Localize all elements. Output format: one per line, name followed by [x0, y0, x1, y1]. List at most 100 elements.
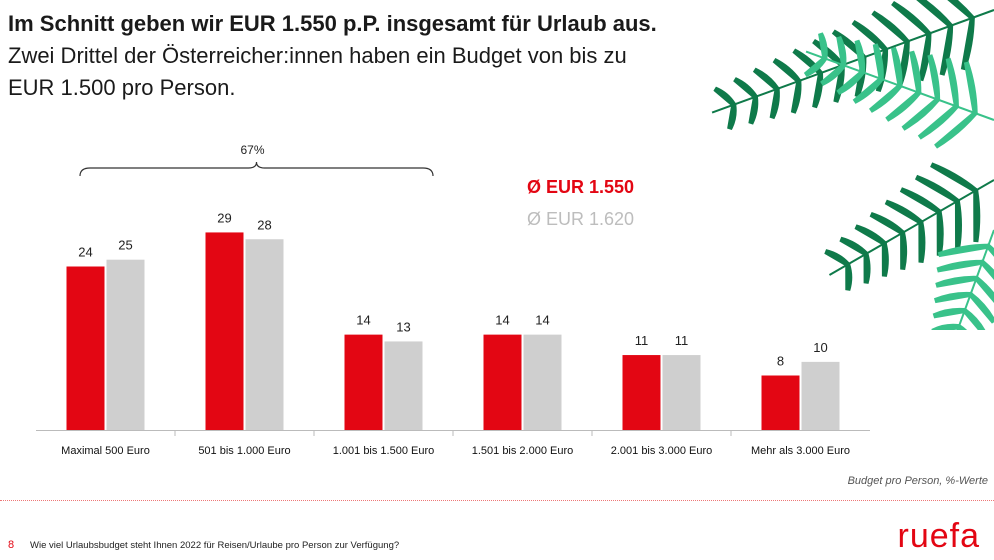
data-label: 8: [777, 354, 784, 369]
palm-frond-1-leaflet: [790, 78, 802, 114]
bar-series-2: [106, 259, 145, 430]
data-label: 11: [675, 333, 689, 348]
bracket: [79, 161, 434, 177]
bar-series-1: [622, 355, 661, 430]
palm-frond-4-leaflet: [979, 259, 994, 280]
category-label: 501 bis 1.000 Euro: [198, 445, 290, 457]
palm-frond-3-leaflet: [918, 219, 926, 264]
palm-frond-1-leaflet: [947, 0, 975, 21]
palm-frond-2-leaflet: [885, 90, 922, 122]
palm-frond-3-leaflet: [884, 199, 924, 225]
palm-frond-4-leaflet: [931, 323, 962, 330]
bar-series-2: [384, 341, 423, 430]
palm-frond-1-leaflet: [851, 20, 889, 52]
palm-frond-3-leaflet: [863, 251, 871, 284]
palm-frond-1-leaflet: [939, 23, 954, 76]
palm-frond-3-leaflet: [854, 224, 887, 246]
category-label: 1.001 bis 1.500 Euro: [333, 445, 435, 457]
palm-frond-1-leaflet: [871, 10, 910, 45]
palm-frond-1-leaflet: [769, 86, 780, 120]
palm-frond-4-leaflet: [936, 259, 985, 273]
palm-frond-2-leaflet: [945, 57, 959, 109]
palm-frond-3-leaflet: [914, 174, 960, 204]
palm-frond-3-leaflet: [930, 162, 979, 194]
bar-series-2: [245, 239, 284, 430]
palm-frond-4-leaflet: [933, 291, 974, 304]
palm-frond-3-leaflet: [839, 236, 869, 257]
palm-frond-4-leaflet: [962, 308, 986, 330]
palm-frond-3-leaflet: [869, 211, 906, 236]
palm-leaves-decoration: [711, 0, 994, 330]
palm-frond-2-leaflet: [917, 103, 959, 140]
bar-series-1: [344, 334, 383, 430]
palm-frond-2-leaflet: [836, 69, 865, 95]
headline-rest: Zwei Drittel der Österreicher:innen habe…: [8, 43, 627, 100]
bracket-label: 67%: [240, 143, 264, 157]
data-label: 11: [635, 333, 649, 348]
palm-frond-2-leaflet: [803, 55, 828, 78]
data-label: 13: [396, 319, 410, 334]
data-label: 14: [495, 313, 509, 328]
bar-series-2: [801, 361, 840, 430]
palm-frond-1-leaflet: [713, 86, 737, 108]
palm-frond-1-leaflet: [960, 15, 975, 71]
legend-entry-2: Ø EUR 1.620: [527, 209, 634, 229]
palm-frond-1-leaflet: [833, 62, 845, 103]
palm-frond-4-leaflet: [973, 275, 994, 304]
data-label: 14: [535, 313, 549, 328]
palm-frond-1-leaflet: [772, 58, 802, 84]
palm-frond-4-leaflet: [932, 307, 968, 319]
palm-frond-2-leaflet: [852, 76, 884, 104]
bar-series-1: [66, 266, 105, 430]
headline-bold: Im Schnitt geben wir EUR 1.550 p.P. insg…: [8, 11, 657, 36]
palm-frond-1-leaflet: [812, 39, 845, 68]
bar-series-2: [662, 355, 701, 430]
palm-frond-2-leaflet: [854, 39, 866, 75]
palm-frond-2-leaflet: [927, 54, 941, 102]
palm-frond-1-leaflet: [727, 102, 737, 131]
palm-frond-2-leaflet: [836, 36, 847, 68]
palm-frond-1-leaflet: [916, 0, 954, 29]
palm-frond-2-leaflet: [818, 32, 828, 61]
bar-series-1: [205, 232, 244, 430]
palm-frond-2-leaflet: [868, 83, 903, 113]
page-number: 8: [8, 539, 15, 551]
palm-frond-3-leaflet: [845, 261, 853, 291]
palm-frond-1-stem: [711, 9, 994, 114]
bar-series-2: [523, 334, 562, 430]
bar-series-1: [483, 334, 522, 430]
data-label: 14: [356, 313, 370, 328]
palm-frond-2-leaflet: [909, 50, 922, 96]
palm-frond-1-leaflet: [748, 94, 759, 125]
palm-frond-1-leaflet: [812, 70, 824, 109]
category-label: Maximal 500 Euro: [61, 445, 150, 457]
legend-entry-1: Ø EUR 1.550: [527, 177, 634, 197]
palm-frond-2-leaflet: [963, 61, 978, 116]
palm-frond-2-leaflet: [872, 43, 884, 82]
data-label: 10: [813, 340, 827, 355]
palm-frond-3-leaflet: [881, 240, 889, 277]
palm-frond-2-leaflet: [934, 110, 978, 149]
survey-question: Wie viel Urlaubsbudget steht Ihnen 2022 …: [30, 540, 400, 551]
palm-frond-3-leaflet: [899, 187, 942, 215]
palm-frond-2-leaflet: [890, 46, 903, 89]
bar-series-1: [761, 375, 800, 430]
palm-frond-4-leaflet: [935, 275, 979, 288]
footer-divider: [0, 500, 994, 501]
palm-frond-3-stem: [828, 179, 994, 276]
palm-frond-3-leaflet: [824, 249, 851, 267]
palm-frond-1-leaflet: [891, 0, 932, 37]
palm-frond-1-leaflet: [752, 67, 780, 92]
source-note: Budget pro Person, %-Werte: [847, 475, 988, 487]
data-label: 28: [257, 217, 271, 232]
headline: Im Schnitt geben wir EUR 1.550 p.P. insg…: [8, 8, 668, 104]
palm-frond-3-leaflet: [900, 230, 908, 270]
ruefa-logo: ruefa: [897, 517, 980, 555]
palm-frond-2-leaflet: [901, 96, 941, 131]
category-label: 1.501 bis 2.000 Euro: [472, 445, 574, 457]
palm-frond-4-leaflet: [937, 243, 991, 258]
data-label: 29: [217, 210, 231, 225]
palm-frond-2-leaflet: [820, 62, 847, 86]
category-label: 2.001 bis 3.000 Euro: [611, 445, 713, 457]
